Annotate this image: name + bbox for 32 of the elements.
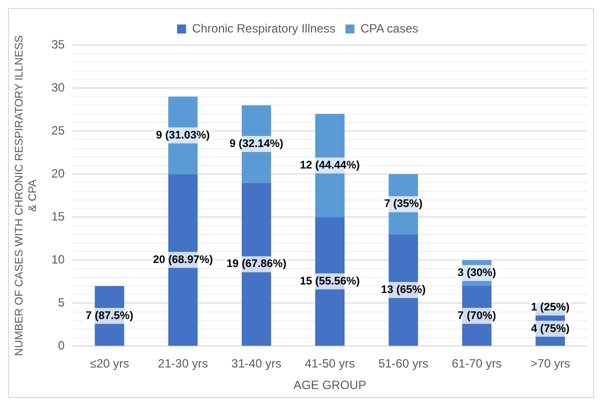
data-label: 1 (25%) — [531, 302, 570, 314]
y-tick-label: 0 — [58, 338, 66, 353]
data-label: 7 (35%) — [384, 198, 423, 210]
data-label: 15 (55.56%) — [300, 275, 360, 288]
y-tick-label: 35 — [51, 37, 66, 52]
x-tick-label: 21-30 yrs — [158, 356, 208, 371]
data-label: 19 (67.86%) — [226, 258, 287, 270]
x-axis-title: AGE GROUP — [294, 378, 366, 392]
x-tick-label: >70 yrs — [530, 356, 570, 371]
legend-label: CPA cases — [360, 21, 418, 36]
y-tick-label: 20 — [51, 166, 66, 180]
y-axis-title: NUMBER OF CASES WITH CHRONIC RESPIRATORY ILLNESS & CPA — [14, 35, 39, 356]
x-tick-label: ≤20 yrs — [90, 356, 130, 371]
data-label: 12 (44.44%) — [300, 160, 360, 172]
data-label: 7 (70%) — [458, 310, 496, 322]
x-tick-label: 61-70 yrs — [452, 356, 502, 371]
y-tick-label: 15 — [51, 209, 66, 224]
legend-label: Chronic Respiratory Illness — [192, 21, 336, 36]
data-label: 9 (31.03%) — [156, 129, 210, 142]
data-label: 20 (68.97%) — [152, 254, 214, 266]
data-label: 9 (32.14%) — [230, 138, 284, 150]
x-tick-label: 31-40 yrs — [231, 356, 282, 371]
x-tick-label: 41-50 yrs — [304, 356, 355, 371]
y-tick-label: 5 — [58, 295, 66, 310]
data-label: 3 (30%) — [458, 267, 496, 280]
y-tick-label: 25 — [51, 123, 66, 138]
y-tick-label: 30 — [51, 80, 66, 94]
y-tick-label: 10 — [51, 252, 66, 266]
data-label: 13 (65%) — [381, 284, 426, 296]
data-label: 4 (75%) — [531, 322, 570, 335]
x-tick-label: 51-60 yrs — [378, 356, 428, 371]
data-label: 7 (87.5%) — [86, 310, 134, 322]
